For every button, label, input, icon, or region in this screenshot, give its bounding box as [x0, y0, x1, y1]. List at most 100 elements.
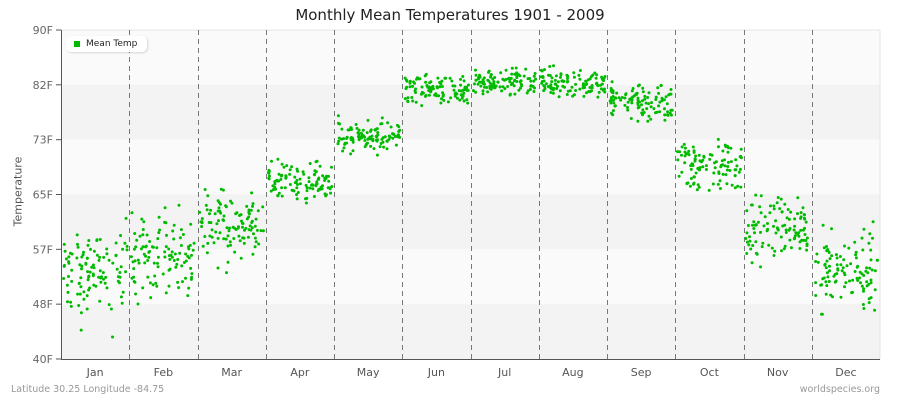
data-point [697, 185, 701, 189]
data-point [102, 255, 106, 259]
data-point [317, 187, 321, 191]
data-point [746, 224, 750, 227]
data-point [669, 108, 673, 112]
data-point [165, 233, 168, 237]
data-point [385, 147, 389, 151]
data-point [540, 81, 544, 85]
data-point [851, 290, 854, 294]
data-point [420, 90, 424, 94]
data-point [217, 219, 220, 223]
data-point [728, 169, 732, 172]
data-point [626, 106, 629, 109]
data-point [296, 191, 300, 194]
data-point [121, 247, 125, 251]
data-point [269, 189, 273, 193]
data-point [245, 204, 249, 208]
data-point [590, 84, 594, 87]
data-point [641, 99, 644, 103]
data-point [105, 247, 109, 251]
data-point [739, 147, 743, 151]
data-point [657, 104, 661, 108]
data-point [481, 92, 485, 96]
data-point [789, 246, 793, 250]
data-point [474, 78, 478, 82]
data-point [660, 96, 664, 100]
data-point [357, 134, 361, 138]
data-point [735, 164, 739, 168]
grid-band [61, 84, 880, 140]
data-point [137, 261, 141, 265]
data-point [189, 222, 193, 226]
data-point [280, 186, 284, 190]
data-point [132, 280, 136, 283]
data-point [158, 228, 162, 232]
data-point [840, 269, 844, 273]
data-point [187, 247, 191, 251]
data-point [643, 94, 647, 98]
data-point [105, 286, 109, 290]
data-point [546, 84, 550, 88]
data-point [305, 189, 309, 193]
data-point [104, 275, 108, 279]
data-point [797, 234, 801, 238]
data-point [860, 272, 864, 276]
data-point [667, 93, 671, 97]
data-point [255, 228, 259, 232]
data-point [361, 134, 365, 138]
data-point [70, 252, 74, 256]
data-point [178, 236, 182, 240]
data-point [488, 84, 492, 88]
data-point [293, 175, 297, 179]
data-point [603, 87, 606, 91]
data-point [869, 281, 873, 285]
data-point [755, 252, 759, 256]
data-point [654, 95, 658, 99]
data-point [179, 228, 183, 232]
data-point [252, 232, 255, 236]
data-point [144, 245, 148, 249]
data-point [186, 294, 190, 298]
data-point [659, 83, 663, 87]
data-point [822, 246, 826, 250]
data-point [734, 158, 738, 162]
data-point [177, 286, 181, 290]
data-point [76, 292, 80, 296]
data-point [174, 265, 178, 269]
data-point [724, 145, 728, 149]
data-point [250, 191, 254, 195]
data-point [171, 229, 175, 233]
data-point [119, 265, 123, 269]
data-point [439, 101, 443, 105]
data-point [805, 236, 809, 240]
data-point [414, 87, 418, 91]
data-point [435, 94, 439, 98]
data-point [249, 228, 253, 232]
data-point [844, 281, 848, 285]
data-point [253, 245, 257, 249]
data-point [337, 136, 341, 140]
data-point [163, 255, 167, 259]
data-point [354, 123, 358, 126]
data-point [487, 70, 490, 74]
data-point [463, 88, 467, 92]
data-point [254, 217, 258, 221]
data-point [295, 193, 298, 197]
data-point [870, 268, 874, 272]
data-point [854, 253, 858, 257]
data-point [559, 75, 562, 79]
data-point [549, 85, 553, 89]
data-point [833, 280, 837, 284]
data-point [184, 276, 187, 280]
data-point [321, 174, 325, 178]
data-point [251, 252, 255, 256]
data-point [602, 79, 605, 83]
data-point [219, 211, 223, 215]
data-point [161, 272, 165, 276]
data-point [566, 74, 570, 78]
data-point [508, 93, 512, 97]
data-point [518, 80, 522, 84]
data-point [486, 78, 490, 82]
data-point [867, 282, 871, 286]
data-point [120, 301, 124, 305]
data-point [273, 180, 277, 184]
